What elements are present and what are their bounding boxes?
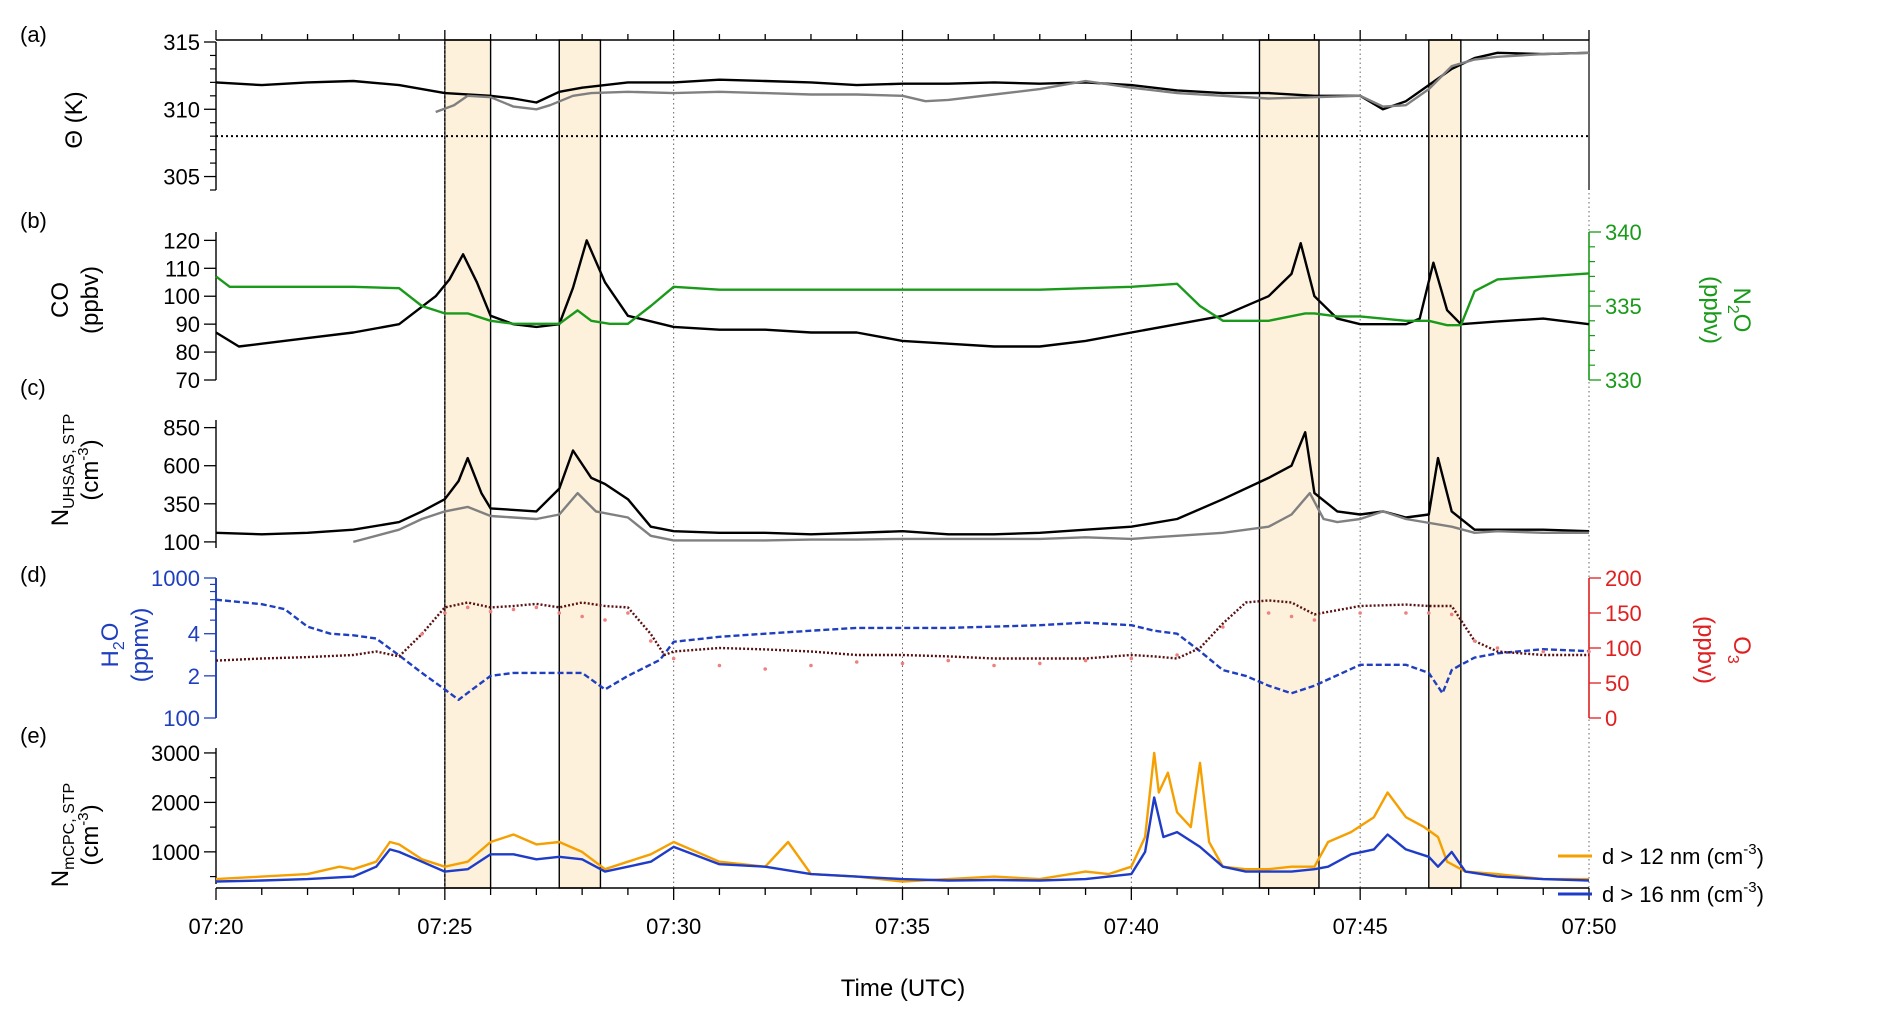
y2label-n2o: N2O(ppbv)	[1698, 276, 1755, 344]
y-tick-label-b: 120	[163, 228, 200, 253]
highlight-period-1	[444, 39, 492, 889]
data-point-d-2	[992, 663, 996, 668]
y-tick-label-b: 80	[176, 340, 200, 365]
data-point-d-2	[1038, 661, 1042, 666]
panel-label-a: (a)	[20, 22, 47, 47]
y2-tick-label-b: 330	[1605, 368, 1642, 393]
ylabel-nuhsas: NUHSAS, STP(cm-3)	[47, 414, 104, 526]
y-tick-label-d: 1000	[151, 566, 200, 591]
series-line-a-1	[435, 51, 1590, 114]
ylabel-h2o: H2O (ppmv)	[97, 608, 154, 683]
data-point-d-2	[1404, 611, 1408, 615]
data-point-d-2	[1358, 611, 1362, 615]
data-point-d-2	[534, 605, 539, 610]
y-tick-label-d: 4	[188, 622, 200, 647]
y2-tick-label-d: 50	[1605, 671, 1629, 696]
x-axis-label: Time (UTC)	[841, 975, 965, 1002]
data-point-d-2	[763, 667, 767, 671]
panel-label-d: (d)	[20, 562, 47, 587]
highlight-period-4	[1428, 39, 1462, 889]
data-point-d-2	[1083, 658, 1088, 663]
y-tick-label-d: 2	[188, 664, 200, 689]
x-tick-label-7: 07:50	[1561, 914, 1616, 939]
data-point-d-2	[1541, 649, 1546, 654]
x-tick-label-2: 07:25	[417, 914, 472, 939]
y-tick-label-c: 100	[163, 530, 200, 555]
y2-tick-label-b: 340	[1605, 220, 1642, 245]
data-point-d-2	[626, 611, 630, 615]
data-point-d-2	[1427, 611, 1431, 615]
x-tick-label-6: 07:45	[1333, 914, 1388, 939]
data-point-d-2	[603, 618, 607, 622]
series-line-e-0	[215, 751, 1589, 883]
y-tick-label-c: 600	[163, 454, 200, 479]
data-point-d-2	[580, 614, 584, 619]
data-point-d-2	[648, 639, 653, 643]
data-point-d-2	[488, 609, 493, 614]
y2-tick-label-d: 150	[1605, 601, 1642, 626]
ylabel-nmcpc: NmCPC, STP(cm-3)	[47, 783, 104, 887]
y-tick-label-a: 305	[163, 165, 200, 190]
panel-label-e: (e)	[20, 723, 47, 748]
y2-tick-label-d: 200	[1605, 566, 1642, 591]
legend-entry-d16: d > 16 nm (cm-3)	[1602, 879, 1764, 907]
series-line-e-1	[215, 796, 1590, 883]
data-point-d-2	[1289, 614, 1294, 619]
panel-label-c: (c)	[20, 375, 46, 400]
data-point-d-2	[1472, 639, 1477, 643]
y-tick-label-d: 100	[163, 706, 200, 731]
data-point-d-2	[671, 656, 676, 661]
data-point-d-2	[854, 660, 859, 664]
x-tick-label-4: 07:35	[875, 914, 930, 939]
y2-tick-label-b: 335	[1605, 294, 1642, 319]
series-line-d-1	[215, 599, 1589, 662]
data-point-d-2	[511, 607, 516, 612]
series-line-a-0	[215, 51, 1590, 111]
data-point-d-2	[1221, 625, 1225, 629]
legend-entry-d12: d > 12 nm (cm-3)	[1602, 841, 1764, 869]
data-point-d-2	[1266, 611, 1271, 615]
series-line-b-1	[215, 272, 1590, 327]
y-tick-label-a: 310	[163, 97, 200, 122]
y-tick-label-c: 350	[163, 492, 200, 517]
highlight-period-2	[558, 39, 602, 889]
panel-label-b: (b)	[20, 208, 47, 233]
x-tick-label-5: 07:40	[1104, 914, 1159, 939]
data-point-d-2	[946, 658, 951, 663]
y-tick-label-b: 100	[163, 284, 200, 309]
y-tick-label-b: 90	[176, 312, 200, 337]
y2label-o3: O3(ppbv)	[1692, 616, 1755, 684]
series-line-c-1	[352, 491, 1589, 544]
data-point-d-2	[809, 663, 813, 668]
data-point-d-2	[1495, 646, 1500, 650]
y-tick-label-e: 1000	[151, 840, 200, 865]
y-tick-label-b: 70	[176, 368, 200, 393]
series-line-d-0	[215, 598, 1590, 701]
data-point-d-2	[443, 611, 447, 615]
x-tick-label-1: 07:20	[188, 914, 243, 939]
data-point-d-2	[465, 605, 470, 610]
data-point-d-2	[1587, 649, 1591, 654]
series-line-b-0	[215, 239, 1590, 348]
y-tick-label-a: 315	[163, 30, 200, 55]
y-tick-label-c: 850	[163, 416, 200, 441]
data-point-d-2	[557, 611, 562, 615]
data-point-d-2	[1175, 653, 1179, 657]
y-tick-label-b: 110	[165, 256, 200, 281]
legend: d > 12 nm (cm-3) d > 16 nm (cm-3)	[1558, 841, 1764, 907]
data-point-d-2	[1449, 612, 1454, 617]
x-tick-label-3: 07:30	[646, 914, 701, 939]
data-point-d-2	[420, 632, 424, 636]
data-point-d-2	[1129, 656, 1134, 661]
data-point-d-2	[1312, 618, 1317, 622]
ylabel-theta: Θ (K)	[61, 91, 88, 148]
y2-tick-label-d: 0	[1605, 706, 1617, 731]
y-tick-label-e: 3000	[151, 741, 200, 766]
y-tick-label-e: 2000	[151, 790, 200, 815]
data-point-d-2	[900, 661, 905, 666]
ylabel-co: CO (ppbv)	[47, 266, 104, 334]
y2-tick-label-d: 100	[1605, 636, 1642, 661]
data-point-d-2	[717, 663, 722, 668]
